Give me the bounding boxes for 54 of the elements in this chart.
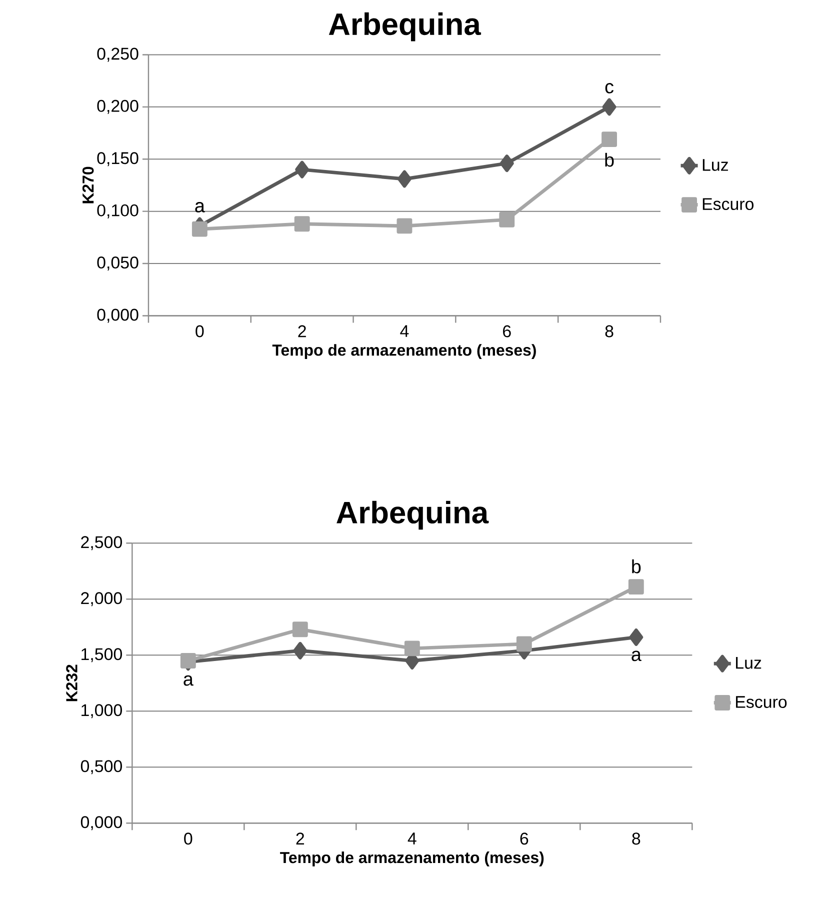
point [500, 154, 514, 172]
y-tick-label: 0,150 [97, 152, 138, 166]
x-tick-label: 4 [408, 832, 416, 844]
y-tick-label: 2,000 [81, 592, 122, 606]
chart-title: Arbequina [328, 12, 482, 42]
chart-title: Arbequina [336, 500, 489, 530]
point [295, 160, 310, 178]
point [499, 212, 515, 228]
point [398, 170, 412, 188]
x-tick-label: 2 [298, 325, 306, 338]
x-tick-label: 0 [184, 832, 192, 845]
x-tick-label: 0 [196, 325, 204, 338]
point [294, 216, 310, 232]
y-tick-label: 0,000 [97, 308, 138, 323]
point [292, 622, 308, 638]
x-tick-label: 8 [605, 325, 614, 338]
x-tick-label: 4 [400, 325, 409, 337]
legend-label: Escuro [702, 198, 754, 210]
point [628, 579, 644, 595]
y-tick-label: 0,500 [80, 760, 122, 774]
point [629, 628, 644, 646]
y-tick-label: 0,200 [97, 100, 138, 114]
x-axis-title: Tempo de armazenamento (meses) [272, 344, 536, 359]
legend-label: Escuro [736, 696, 787, 708]
point [602, 132, 618, 148]
y-tick-label: 1,500 [82, 648, 122, 662]
annotation: a [632, 650, 642, 662]
point [602, 98, 616, 116]
annotation: b [632, 559, 641, 574]
legend-label: Luz [736, 657, 762, 669]
y-axis-title: K270 [82, 166, 94, 204]
y-tick-label: 0,000 [80, 816, 122, 830]
y-tick-label: 2,500 [81, 536, 122, 550]
y-tick-label: 0,050 [97, 256, 138, 271]
annotation: c [605, 83, 614, 94]
y-tick-label: 0,100 [97, 204, 138, 218]
point [404, 640, 420, 656]
legend-label: Luz [702, 159, 728, 171]
x-tick-label: 2 [296, 832, 304, 844]
annotation: a [195, 202, 205, 212]
point [192, 221, 208, 237]
point [516, 636, 532, 652]
x-axis-title: Tempo de armazenamento (meses) [280, 852, 544, 866]
y-tick-label: 0,250 [97, 48, 138, 62]
y-axis-title: K232 [66, 664, 78, 702]
annotation: a [184, 675, 194, 686]
y-tick-label: 1,000 [82, 704, 122, 718]
point [180, 653, 196, 668]
point [293, 642, 308, 660]
x-tick-label: 8 [632, 832, 640, 845]
annotation: b [605, 152, 614, 167]
x-tick-label: 6 [520, 832, 528, 845]
point [396, 218, 412, 234]
x-tick-label: 6 [503, 325, 511, 338]
